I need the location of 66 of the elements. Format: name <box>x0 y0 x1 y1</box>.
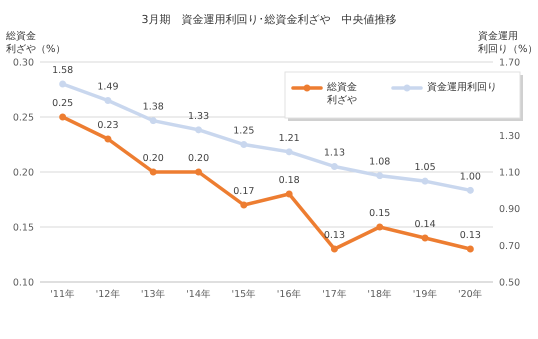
y2-tick-label: 0.90 <box>499 204 520 216</box>
data-label: 0.18 <box>278 175 300 186</box>
point <box>466 186 474 194</box>
point <box>104 97 112 104</box>
x-tick-label: '11年 <box>50 288 75 300</box>
point <box>466 246 474 252</box>
data-label: 1.05 <box>414 162 436 174</box>
point <box>376 224 384 230</box>
x-tick-label: '19年 <box>412 288 438 300</box>
data-label: 1.13 <box>324 148 346 158</box>
point <box>240 141 248 148</box>
point <box>150 117 157 124</box>
point <box>330 163 338 170</box>
legend-label: 資金運用利回り <box>427 81 498 94</box>
y-tick-label: 0.30 <box>12 58 34 68</box>
y2-tick-label: 1.70 <box>499 58 520 68</box>
data-label: 1.21 <box>278 132 300 144</box>
y-tick-label: 0.15 <box>12 222 34 234</box>
x-tick-label: '16年 <box>276 288 302 300</box>
point <box>330 246 338 252</box>
x-tick-label: '17年 <box>322 288 347 300</box>
point <box>59 114 66 120</box>
data-label: 1.08 <box>369 156 390 168</box>
point <box>422 234 429 242</box>
y2-axis-title: 資金運用利回り（%） <box>478 30 538 56</box>
data-label: 1.25 <box>233 126 254 136</box>
x-tick-label: '14年 <box>186 288 211 300</box>
y-tick-label: 0.20 <box>12 168 34 178</box>
point <box>59 80 66 88</box>
data-label: 0.23 <box>97 120 119 131</box>
point <box>422 178 429 185</box>
data-label: 0.25 <box>52 98 74 109</box>
data-label: 1.00 <box>460 171 481 182</box>
data-label: 1.38 <box>142 102 164 113</box>
data-label: 1.49 <box>97 82 119 92</box>
point <box>376 172 384 180</box>
data-label: 0.17 <box>233 186 254 197</box>
y2-tick-label: 1.30 <box>499 130 520 142</box>
point <box>286 148 293 156</box>
y-axis-title: 総資金利ざや（%） <box>6 30 67 56</box>
x-tick-label: '20年 <box>458 288 483 300</box>
point <box>286 190 293 198</box>
point <box>104 136 112 142</box>
data-label: 0.13 <box>324 230 346 241</box>
chart-title: 3月期 資金運用利回り･総資金利ざや 中央値推移 <box>140 13 398 26</box>
legend-label: 総資金利ざや <box>327 81 358 107</box>
y2-tick-label: 1.10 <box>499 168 520 178</box>
x-tick-label: '15年 <box>232 288 256 300</box>
y-tick-label: 0.25 <box>12 112 34 124</box>
data-label: 1.33 <box>188 110 210 122</box>
data-label: 0.15 <box>369 208 390 219</box>
y2-tick-label: 0.70 <box>499 240 520 252</box>
data-label: 0.13 <box>460 230 481 241</box>
point <box>240 202 248 208</box>
y2-tick-label: 0.50 <box>499 278 520 288</box>
data-label: 0.20 <box>188 153 210 164</box>
point <box>195 126 202 134</box>
point <box>150 168 157 176</box>
data-label: 0.14 <box>414 219 436 230</box>
point <box>195 168 202 176</box>
data-label: 1.58 <box>52 65 74 76</box>
y-tick-label: 0.10 <box>12 278 34 288</box>
x-tick-label: '13年 <box>140 288 166 300</box>
data-label: 0.20 <box>142 153 164 164</box>
x-tick-label: '18年 <box>367 288 392 300</box>
x-tick-label: '12年 <box>96 288 120 300</box>
